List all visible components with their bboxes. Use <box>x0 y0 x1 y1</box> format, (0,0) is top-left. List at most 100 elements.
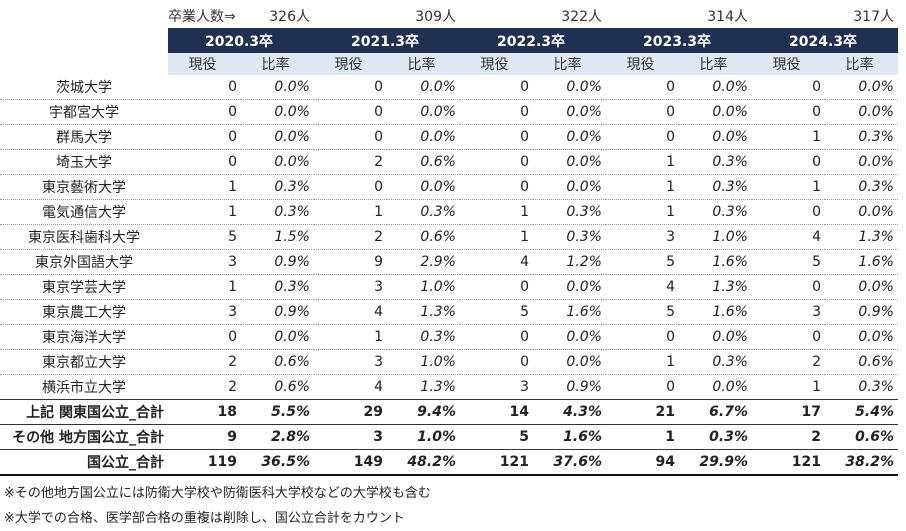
count: 0 <box>460 349 533 375</box>
sub-header: 比率 <box>241 53 314 75</box>
ratio: 0.0% <box>825 324 898 350</box>
count: 5 <box>168 224 241 250</box>
ratio: 0.0% <box>533 149 606 175</box>
ratio: 0.0% <box>533 174 606 200</box>
count: 0 <box>752 99 825 125</box>
count: 3 <box>314 274 387 300</box>
ratio: 1.6% <box>679 299 752 325</box>
total-row: 国公立_合計 119 36.5% 149 48.2% 121 37.6% 94 29.9% 121… <box>0 449 898 476</box>
ratio: 0.0% <box>679 374 752 400</box>
count: 3 <box>168 299 241 325</box>
year-header: 2021.3卒 <box>314 28 460 53</box>
graduates-label <box>752 4 825 28</box>
count: 121 <box>752 449 825 476</box>
ratio: 0.0% <box>825 149 898 175</box>
count: 1 <box>752 374 825 400</box>
count: 0 <box>752 274 825 300</box>
count: 0 <box>460 174 533 200</box>
count: 0 <box>752 324 825 350</box>
ratio: 1.5% <box>241 224 314 250</box>
count: 1 <box>752 174 825 200</box>
count: 0 <box>314 75 387 100</box>
count: 1 <box>606 199 679 225</box>
ratio: 1.2% <box>533 249 606 275</box>
ratio: 36.5% <box>241 449 314 476</box>
sub-header: 比率 <box>679 53 752 75</box>
count: 0 <box>460 149 533 175</box>
results-table: 卒業人数⇒ 326人 309人 322人 314人 317人 2020.3卒 2021.3卒 2… <box>0 4 898 476</box>
sub-header: 現役 <box>168 53 241 75</box>
count: 2 <box>752 424 825 450</box>
row-label: 東京外国語大学 <box>0 249 168 275</box>
count: 3 <box>752 299 825 325</box>
cell <box>0 28 168 53</box>
university-row: 横浜市立大学 2 0.6% 4 1.3% 3 0.9% 0 0.0% 1 0.3% <box>0 374 898 400</box>
year-row: 2020.3卒 2021.3卒 2022.3卒 2023.3卒 2024.3卒 <box>0 28 898 53</box>
graduates-label <box>606 4 679 28</box>
ratio: 0.3% <box>825 124 898 150</box>
row-label: 電気通信大学 <box>0 199 168 225</box>
row-label: 宇都宮大学 <box>0 99 168 125</box>
cell <box>0 4 168 28</box>
count: 0 <box>606 374 679 400</box>
ratio: 0.0% <box>241 124 314 150</box>
ratio: 0.0% <box>825 99 898 125</box>
count: 0 <box>314 99 387 125</box>
row-label: 国公立_合計 <box>0 449 168 476</box>
ratio: 0.9% <box>533 374 606 400</box>
ratio: 1.6% <box>533 424 606 450</box>
ratio: 0.0% <box>533 124 606 150</box>
table-body: 卒業人数⇒ 326人 309人 322人 314人 317人 2020.3卒 2021.3卒 2… <box>0 4 898 476</box>
count: 2 <box>168 374 241 400</box>
count: 119 <box>168 449 241 476</box>
count: 1 <box>314 324 387 350</box>
count: 3 <box>460 374 533 400</box>
ratio: 1.3% <box>387 299 460 325</box>
count: 2 <box>314 149 387 175</box>
ratio: 0.3% <box>679 424 752 450</box>
ratio: 0.0% <box>387 124 460 150</box>
ratio: 0.3% <box>825 374 898 400</box>
ratio: 0.0% <box>679 75 752 100</box>
count: 1 <box>460 199 533 225</box>
count: 5 <box>606 249 679 275</box>
ratio: 0.3% <box>679 199 752 225</box>
ratio: 0.6% <box>241 349 314 375</box>
row-label: 東京学芸大学 <box>0 274 168 300</box>
count: 4 <box>606 274 679 300</box>
ratio: 0.6% <box>387 149 460 175</box>
count: 3 <box>314 349 387 375</box>
ratio: 1.0% <box>679 224 752 250</box>
ratio: 1.6% <box>533 299 606 325</box>
ratio: 0.3% <box>679 174 752 200</box>
graduates-count: 317人 <box>853 9 894 25</box>
count: 4 <box>314 299 387 325</box>
ratio: 0.6% <box>825 349 898 375</box>
count: 149 <box>314 449 387 476</box>
row-label: 群馬大学 <box>0 124 168 150</box>
sub-header: 現役 <box>460 53 533 75</box>
ratio: 9.4% <box>387 399 460 425</box>
ratio: 0.0% <box>533 274 606 300</box>
note: ※その他地方国公立には防衛大学校や防衛医科大学校などの大学校も含む <box>4 486 431 501</box>
row-label: 上記 関東国公立_合計 <box>0 399 168 425</box>
count: 5 <box>606 299 679 325</box>
row-label: 東京都立大学 <box>0 349 168 375</box>
ratio: 0.3% <box>241 174 314 200</box>
ratio: 0.3% <box>387 324 460 350</box>
count: 1 <box>606 349 679 375</box>
count: 0 <box>168 99 241 125</box>
count: 121 <box>460 449 533 476</box>
total-row: 上記 関東国公立_合計 18 5.5% 29 9.4% 14 4.3% 21 6.7% 17 5.4… <box>0 399 898 425</box>
university-row: 東京学芸大学 1 0.3% 3 1.0% 0 0.0% 4 1.3% 0 0.0% <box>0 274 898 300</box>
sub-header: 現役 <box>606 53 679 75</box>
university-row: 東京藝術大学 1 0.3% 0 0.0% 0 0.0% 1 0.3% 1 0.3% <box>0 174 898 200</box>
ratio: 0.0% <box>533 75 606 100</box>
university-row: 茨城大学 0 0.0% 0 0.0% 0 0.0% 0 0.0% 0 0.0% <box>0 75 898 100</box>
university-row: 東京医科歯科大学 5 1.5% 2 0.6% 1 0.3% 3 1.0% 4 1.3% <box>0 224 898 250</box>
count: 1 <box>168 274 241 300</box>
count: 0 <box>168 149 241 175</box>
count: 3 <box>168 249 241 275</box>
count: 0 <box>752 75 825 100</box>
count: 0 <box>168 124 241 150</box>
